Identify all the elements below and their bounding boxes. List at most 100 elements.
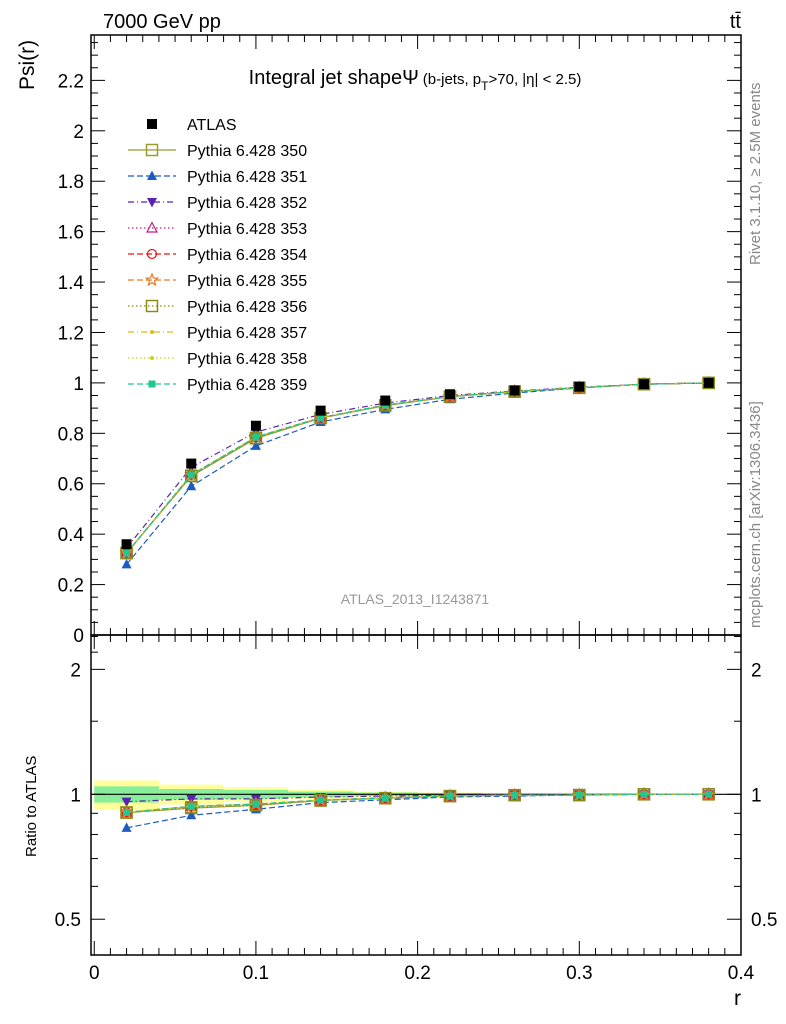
legend-marker: [148, 380, 156, 388]
legend: ATLAS Pythia 6.428 350 Pythia 6.428 351 Pyt…: [128, 117, 307, 394]
title-symbol: Ψ: [402, 67, 419, 89]
x-tick-label: 0.2: [404, 963, 430, 984]
header-energy-label: 7000 GeV pp: [103, 11, 221, 33]
main-plot-series: [119, 375, 716, 569]
ratio-data-point: [123, 808, 131, 816]
legend-marker: [147, 170, 157, 180]
main-y-tick-label: 1.2: [58, 323, 84, 344]
ratio-data-point: [317, 796, 325, 804]
series-atlas: [121, 377, 714, 550]
legend-marker: [146, 221, 158, 233]
data-point: [249, 431, 263, 445]
legend-entry: Pythia 6.428 358: [128, 351, 307, 368]
ratio-y-tick-label: 1: [70, 785, 81, 806]
main-y-tick-label: 1: [73, 374, 84, 395]
data-point: [509, 385, 520, 396]
legend-marker: [146, 248, 158, 260]
ratio-series-line: [126, 793, 709, 813]
data-point: [186, 458, 197, 469]
ratio-y-axis-label: Ratio to ATLAS: [23, 756, 40, 857]
legend-label: Pythia 6.428 358: [187, 351, 307, 368]
ratio-data-point: [446, 792, 454, 800]
x-tick-label: 0.1: [243, 963, 269, 984]
legend-label: Pythia 6.428 355: [187, 273, 307, 290]
title-main: Integral jet shape: [249, 67, 402, 89]
main-plot-title: Integral jet shapeΨ (b-jets, pT>70, |η| <…: [249, 67, 582, 93]
data-point: [252, 433, 260, 441]
data-point: [121, 539, 132, 550]
ratio-data-point: [249, 798, 263, 812]
main-y-tick-label: 1.4: [58, 273, 85, 294]
ratio-data-point: [575, 791, 583, 799]
data-point: [638, 379, 649, 390]
series-pythia-6-428-351: [121, 377, 714, 569]
x-axis-label: r: [734, 987, 741, 1010]
ratio-data-point: [120, 806, 133, 819]
ratio-data-point: [186, 809, 197, 820]
series-line: [126, 382, 709, 554]
ratio-y-tick-label: 2: [70, 660, 81, 681]
series-pythia-6-428-359: [123, 379, 713, 557]
ratio-y-tick-label-right: 1: [751, 785, 762, 806]
data-point: [250, 420, 261, 431]
legend-label: Pythia 6.428 354: [187, 247, 307, 264]
main-y-tick-label: 2.2: [58, 71, 84, 92]
x-tick-label: 0.4: [728, 963, 755, 984]
data-point: [317, 414, 325, 422]
series-line: [126, 382, 709, 565]
main-y-tick-label: 1.6: [58, 223, 84, 244]
data-point: [444, 389, 455, 400]
ratio-data-point: [121, 797, 132, 808]
legend-label: ATLAS: [187, 117, 237, 134]
legend-entry: Pythia 6.428 351: [128, 169, 307, 186]
legend-marker: [144, 272, 160, 287]
series-line: [126, 382, 709, 554]
ratio-data-point: [187, 802, 195, 810]
series-line: [126, 382, 709, 554]
ratio-data-point: [381, 794, 389, 802]
main-y-axis-label: Psi(r): [16, 40, 39, 90]
main-y-tick-label: 0.4: [58, 525, 85, 546]
legend-entry: Pythia 6.428 353: [128, 221, 307, 238]
legend-label: Pythia 6.428 356: [187, 299, 307, 316]
legend-entry: Pythia 6.428 354: [128, 247, 307, 264]
legend-label: Pythia 6.428 350: [187, 143, 307, 160]
ratio-y-tick-label-right: 0.5: [751, 910, 777, 931]
ratio-data-point: [705, 790, 713, 798]
data-point: [315, 405, 326, 416]
legend-entry: Pythia 6.428 356: [128, 299, 307, 316]
analysis-watermark: ATLAS_2013_I1243871: [341, 591, 490, 607]
data-point: [250, 440, 261, 450]
main-y-tick-label: 0.8: [58, 424, 84, 445]
series-pythia-6-428-357: [124, 380, 711, 556]
series-line: [126, 382, 709, 554]
data-point: [186, 480, 197, 491]
legend-entry: Pythia 6.428 350: [128, 143, 307, 160]
legend-label: Pythia 6.428 352: [187, 195, 307, 212]
ratio-y-tick-label: 0.5: [55, 910, 81, 931]
legend-entry: Pythia 6.428 352: [128, 195, 307, 212]
mcplots-reference-label: mcplots.cern.ch [arXiv:1306.3436]: [747, 401, 764, 628]
legend-marker: [145, 143, 159, 157]
rivet-version-label: Rivet 3.1.10, ≥ 2.5M events: [747, 83, 764, 266]
ratio-data-point: [640, 790, 648, 798]
legend-entry: Pythia 6.428 359: [128, 377, 307, 394]
series-pythia-6-428-352: [121, 378, 714, 554]
ratio-series-line: [126, 793, 709, 813]
legend-marker: [147, 198, 157, 208]
plot-axes: 0 0.2 0.4 0.6 0.8 1 1.2 1.4 1.6 1.8 2 2.2 0 0.1 0.2 0.3…: [55, 34, 777, 984]
series-line: [126, 382, 709, 554]
data-point: [184, 469, 198, 482]
ratio-plot-frame: [90, 634, 742, 956]
data-point: [123, 549, 131, 557]
series-pythia-6-428-354: [121, 377, 714, 559]
title-condition-b: >70, |η| < 2.5): [489, 71, 582, 88]
legend-marker: [150, 330, 154, 334]
x-tick-label: 0: [89, 963, 100, 984]
data-point: [380, 395, 391, 406]
ratio-series-pythia-6-428-359: [123, 790, 713, 816]
main-y-tick-label: 0.6: [58, 475, 84, 496]
series-line: [126, 382, 709, 549]
main-y-tick-label: 1.8: [58, 172, 84, 193]
